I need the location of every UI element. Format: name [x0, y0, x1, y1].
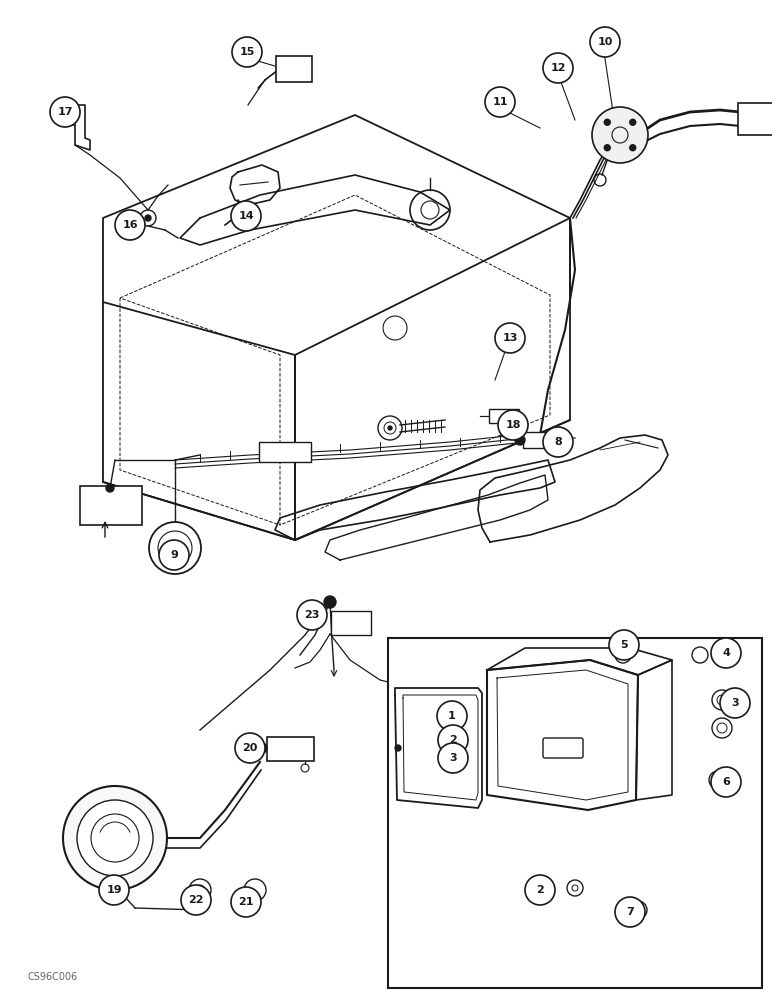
Circle shape: [712, 718, 732, 738]
Text: 21: 21: [239, 897, 254, 907]
Circle shape: [388, 426, 392, 430]
Text: 10: 10: [598, 37, 613, 47]
Circle shape: [711, 638, 741, 668]
Circle shape: [720, 688, 750, 718]
FancyBboxPatch shape: [276, 56, 312, 82]
Text: 12: 12: [550, 63, 566, 73]
Circle shape: [525, 875, 555, 905]
Circle shape: [543, 53, 573, 83]
FancyBboxPatch shape: [489, 409, 519, 423]
Circle shape: [106, 484, 114, 492]
Text: 6: 6: [722, 777, 730, 787]
Circle shape: [324, 596, 336, 608]
Circle shape: [149, 522, 201, 574]
Text: 2: 2: [449, 735, 457, 745]
Circle shape: [232, 37, 262, 67]
Circle shape: [297, 600, 327, 630]
FancyBboxPatch shape: [80, 486, 142, 525]
Circle shape: [244, 879, 266, 901]
Circle shape: [99, 875, 129, 905]
Circle shape: [145, 215, 151, 221]
Circle shape: [709, 771, 727, 789]
Circle shape: [604, 145, 611, 151]
Circle shape: [159, 540, 189, 570]
Circle shape: [590, 27, 620, 57]
Text: 2: 2: [536, 885, 544, 895]
Circle shape: [630, 119, 635, 125]
Circle shape: [712, 690, 732, 710]
Text: 22: 22: [188, 895, 204, 905]
Circle shape: [115, 210, 145, 240]
Circle shape: [50, 97, 80, 127]
Text: 3: 3: [449, 753, 457, 763]
FancyBboxPatch shape: [331, 611, 371, 635]
Circle shape: [181, 885, 211, 915]
Text: CS96C006: CS96C006: [28, 972, 78, 982]
Circle shape: [189, 879, 211, 901]
Text: 4: 4: [722, 648, 730, 658]
Circle shape: [592, 107, 648, 163]
Circle shape: [567, 880, 583, 896]
Text: 17: 17: [57, 107, 73, 117]
Circle shape: [604, 119, 611, 125]
Circle shape: [543, 427, 573, 457]
Text: 13: 13: [503, 333, 518, 343]
Circle shape: [235, 733, 265, 763]
Circle shape: [609, 630, 639, 660]
FancyBboxPatch shape: [523, 432, 555, 448]
Text: 14: 14: [239, 211, 254, 221]
Circle shape: [515, 435, 525, 445]
FancyBboxPatch shape: [543, 738, 583, 758]
FancyBboxPatch shape: [259, 442, 311, 462]
Text: 19: 19: [107, 885, 122, 895]
Text: 15: 15: [239, 47, 255, 57]
Circle shape: [231, 887, 261, 917]
Circle shape: [615, 647, 631, 663]
Circle shape: [395, 745, 401, 751]
Text: 7: 7: [626, 907, 634, 917]
Circle shape: [437, 701, 467, 731]
Circle shape: [485, 87, 515, 117]
Circle shape: [711, 767, 741, 797]
Text: 9: 9: [170, 550, 178, 560]
Circle shape: [498, 410, 528, 440]
Circle shape: [257, 743, 267, 753]
Circle shape: [438, 743, 468, 773]
Circle shape: [231, 201, 261, 231]
Text: 3: 3: [731, 698, 739, 708]
Circle shape: [77, 800, 153, 876]
FancyBboxPatch shape: [738, 103, 772, 135]
Text: 1: 1: [448, 711, 456, 721]
Circle shape: [629, 901, 647, 919]
Bar: [388, 638, 762, 988]
Text: 18: 18: [505, 420, 521, 430]
Circle shape: [630, 145, 635, 151]
Circle shape: [63, 786, 167, 890]
Circle shape: [495, 323, 525, 353]
Text: 5: 5: [620, 640, 628, 650]
FancyBboxPatch shape: [267, 737, 314, 761]
Text: 23: 23: [304, 610, 320, 620]
Circle shape: [692, 647, 708, 663]
Text: 20: 20: [242, 743, 258, 753]
Text: 8: 8: [554, 437, 562, 447]
Circle shape: [438, 725, 468, 755]
Circle shape: [615, 897, 645, 927]
Text: 16: 16: [122, 220, 138, 230]
Text: 11: 11: [493, 97, 508, 107]
